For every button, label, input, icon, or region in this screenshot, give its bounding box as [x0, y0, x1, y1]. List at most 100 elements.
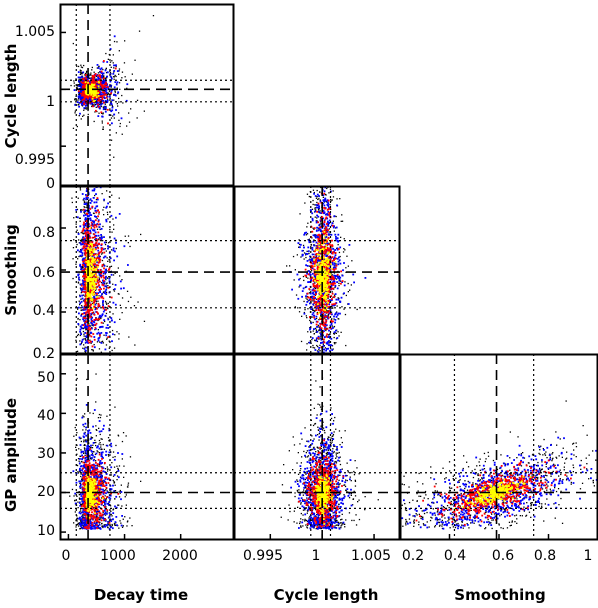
scatter-point: [110, 296, 113, 299]
scatter-point: [90, 318, 93, 321]
scatter-point: [95, 216, 97, 218]
scatter-point: [84, 100, 87, 103]
scatter-point: [82, 232, 84, 234]
scatter-point: [342, 251, 345, 253]
scatter-point: [314, 207, 316, 209]
scatter-point: [91, 307, 94, 310]
scatter-point: [92, 95, 94, 98]
scatter-point: [101, 247, 104, 250]
scatter-point: [345, 294, 347, 297]
scatter-point: [101, 294, 103, 296]
scatter-point: [97, 302, 100, 305]
scatter-point: [327, 297, 329, 300]
scatter-point: [79, 263, 82, 266]
scatter-point: [292, 255, 295, 258]
scatter-point: [86, 299, 88, 302]
scatter-point: [313, 250, 315, 252]
scatter-point: [102, 126, 104, 128]
scatter-point: [103, 94, 105, 97]
scatter-point: [89, 277, 92, 280]
scatter-point: [97, 247, 100, 249]
scatter-point: [92, 303, 95, 306]
scatter-point: [82, 356, 84, 358]
scatter-point: [319, 191, 321, 193]
scatter-point: [105, 91, 108, 94]
scatter-point: [93, 346, 96, 349]
scatter-point: [92, 356, 93, 357]
scatter-point: [100, 172, 101, 173]
scatter-point: [86, 293, 88, 295]
scatter-point: [315, 298, 317, 300]
scatter-point: [75, 98, 77, 100]
scatter-point: [87, 79, 90, 82]
scatter-point: [118, 112, 120, 114]
scatter-point: [297, 307, 299, 309]
scatter-point: [96, 276, 99, 278]
scatter-point: [143, 320, 146, 322]
scatter-point: [94, 104, 97, 106]
scatter-point: [96, 296, 98, 298]
scatter-point: [90, 264, 93, 266]
scatter-point: [312, 330, 314, 332]
scatter-point: [319, 337, 321, 339]
scatter-point: [105, 268, 107, 271]
scatter-point: [78, 242, 80, 244]
scatter-point: [319, 335, 322, 337]
scatter-point: [322, 163, 323, 164]
scatter-point: [107, 308, 109, 310]
scatter-point: [87, 385, 88, 386]
scatter-point: [78, 102, 81, 104]
scatter-point: [86, 214, 89, 217]
scatter-point: [95, 234, 98, 237]
scatter-point: [87, 275, 90, 277]
scatter-point: [117, 92, 119, 95]
scatter-point: [101, 265, 103, 268]
scatter-point: [327, 365, 328, 366]
scatter-point: [329, 308, 331, 310]
scatter-point: [73, 239, 75, 241]
scatter-point: [317, 178, 318, 179]
scatter-point: [97, 306, 100, 309]
scatter-point: [102, 256, 105, 259]
scatter-point: [83, 344, 85, 346]
scatter-point: [112, 301, 115, 304]
scatter-point: [329, 134, 330, 135]
scatter-point: [94, 308, 97, 311]
scatter-point: [93, 336, 96, 338]
scatter-point: [100, 234, 102, 236]
scatter-point: [96, 286, 99, 288]
scatter-point: [305, 254, 307, 256]
scatter-point: [92, 268, 95, 271]
scatter-point: [315, 220, 317, 222]
scatter-point: [90, 249, 92, 252]
scatter-point: [91, 244, 93, 247]
scatter-point: [100, 332, 103, 334]
scatter-point: [349, 289, 351, 291]
scatter-point: [94, 85, 97, 88]
scatter-point: [80, 78, 82, 81]
scatter-point: [93, 283, 96, 286]
scatter-point: [81, 85, 84, 88]
scatter-point: [82, 223, 85, 226]
scatter-point: [77, 317, 79, 320]
scatter-point: [319, 143, 320, 144]
scatter-point: [124, 235, 126, 237]
scatter-point: [333, 230, 335, 232]
scatter-point: [85, 315, 87, 317]
scatter-point: [100, 317, 102, 319]
scatter-point: [93, 295, 95, 297]
scatter-point: [341, 214, 343, 216]
scatter-point: [94, 329, 96, 331]
scatter-point: [75, 78, 77, 80]
scatter-point: [98, 277, 100, 279]
scatter-point: [107, 260, 109, 262]
scatter-point: [99, 107, 101, 110]
scatter-point: [96, 86, 99, 89]
scatter-point: [308, 238, 311, 240]
scatter-point: [80, 85, 83, 88]
scatter-point: [83, 94, 86, 97]
scatter-point: [83, 333, 85, 335]
scatter-point: [81, 365, 82, 366]
scatter-point: [97, 220, 100, 223]
scatter-point: [88, 225, 91, 228]
